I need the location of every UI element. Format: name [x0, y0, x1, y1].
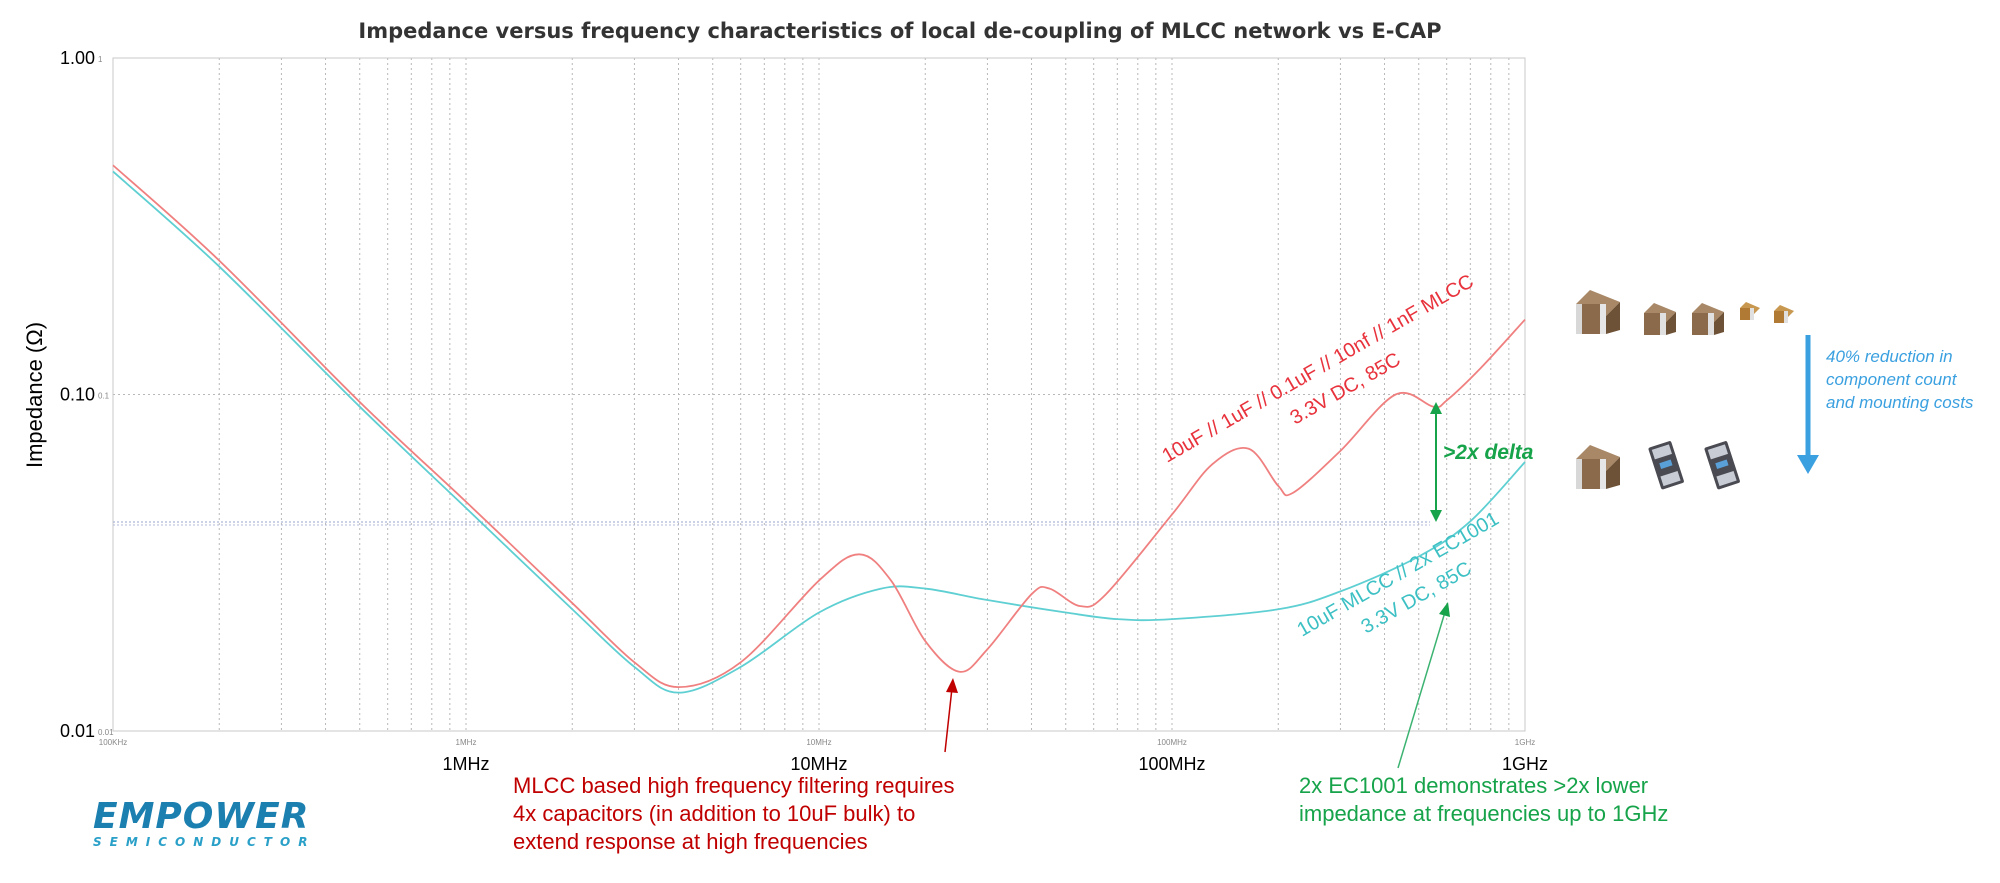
ec-note-arrow-line	[1397, 611, 1446, 769]
plot-area	[112, 57, 1526, 732]
ecap-network-line	[112, 170, 1526, 694]
delta-arrow-head-down	[1430, 510, 1442, 522]
reduction-note-line2: component count	[1826, 370, 1958, 389]
y-tick-label: 1.00	[60, 48, 95, 68]
empower-logo: EMPOWER SEMICONDUCTOR	[93, 796, 315, 849]
y-ticks: 1.00 1 0.10 0.1 0.01 0.01	[60, 48, 114, 741]
reduction-note-line1: 40% reduction in	[1826, 347, 1953, 366]
mlcc-note-line3: extend response at high frequencies	[513, 829, 868, 854]
grid	[113, 58, 1525, 731]
mlcc-note-line2: 4x capacitors (in addition to 10uF bulk)…	[513, 801, 915, 826]
x-tick-label: 10MHz	[790, 754, 847, 774]
delta-label: >2x delta	[1443, 441, 1534, 464]
mlcc-curve-label-line1: 10uF // 1uF // 0.1uF // 10nf // 1nF MLCC	[1159, 270, 1478, 467]
logo-subtitle: SEMICONDUCTOR	[93, 835, 315, 849]
y-tick-label: 0.10	[60, 385, 95, 405]
x-tick-small-label: 1MHz	[456, 738, 477, 747]
y-axis-label: Impedance (Ω)	[22, 322, 47, 468]
x-tick-small-label: 100KHz	[99, 738, 127, 747]
series-layer	[112, 164, 1526, 694]
y-tick-small-label: 0.01	[98, 728, 114, 737]
x-tick-label: 1MHz	[442, 754, 489, 774]
ecap-components-icon	[1576, 441, 1740, 490]
mlcc-note-arrow-head	[946, 678, 958, 693]
logo-wordmark: EMPOWER	[93, 796, 309, 837]
x-tick-label: 1GHz	[1502, 754, 1548, 774]
x-tick-small-label: 100MHz	[1157, 738, 1187, 747]
y-tick-small-label: 0.1	[98, 392, 110, 401]
delta-arrow-head-up	[1430, 402, 1442, 414]
chart-title: Impedance versus frequency characteristi…	[358, 19, 1441, 43]
reduction-note-line3: and mounting costs	[1826, 393, 1974, 412]
mlcc-network-line	[112, 164, 1526, 689]
reduction-arrow-head	[1797, 455, 1819, 474]
mlcc-components-icon	[1576, 290, 1794, 335]
ec-note-arrow-head	[1439, 602, 1450, 617]
mlcc-note-line1: MLCC based high frequency filtering requ…	[513, 773, 954, 798]
ec-note-line2: impedance at frequencies up to 1GHz	[1299, 801, 1668, 826]
mlcc-note-arrow-line	[944, 687, 953, 753]
ec-note-line1: 2x EC1001 demonstrates >2x lower	[1299, 773, 1648, 798]
x-tick-small-label: 10MHz	[806, 738, 831, 747]
y-tick-label: 0.01	[60, 721, 95, 741]
y-tick-small-label: 1	[98, 55, 103, 64]
x-tick-small-label: 1GHz	[1515, 738, 1535, 747]
x-ticks: 100KHz 1MHz 10MHz 100MHz 1GHz 1MHz 10MHz 100MHz…	[99, 738, 1548, 774]
x-tick-label: 100MHz	[1138, 754, 1205, 774]
